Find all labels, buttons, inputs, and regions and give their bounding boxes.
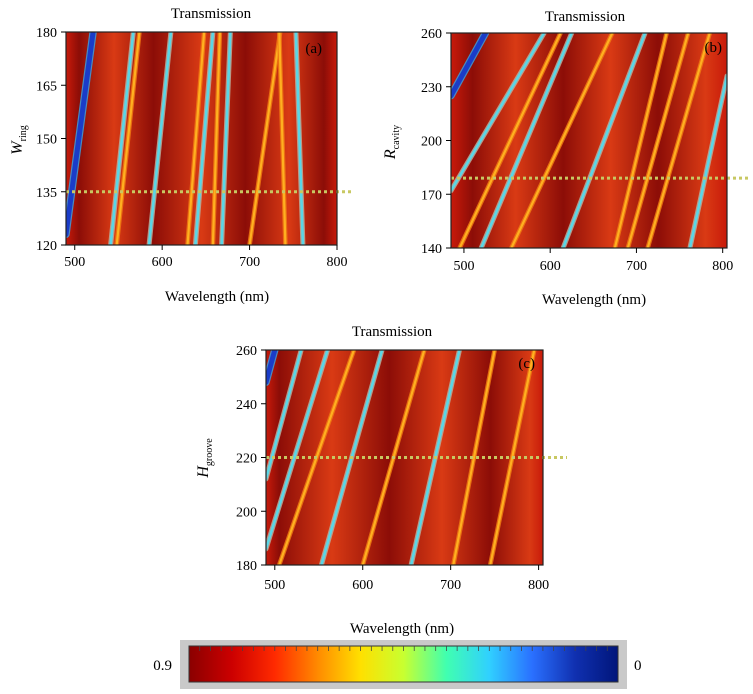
resonance-line bbox=[186, 32, 206, 245]
y-tick-label: 200 bbox=[421, 135, 442, 150]
panel-c-y-label-sub: groove bbox=[204, 438, 215, 466]
resonance-line bbox=[211, 32, 221, 245]
panel-a-y-label: Wring bbox=[9, 125, 29, 154]
resonance-line bbox=[248, 32, 282, 245]
panel-c-x-axis: 500 600 700 800 bbox=[264, 565, 549, 593]
y-tick-label: 140 bbox=[421, 242, 442, 257]
resonance-line bbox=[451, 33, 488, 99]
resonance-line bbox=[266, 350, 278, 385]
x-tick-label: 500 bbox=[453, 259, 474, 274]
y-tick-label: 220 bbox=[236, 452, 257, 467]
resonance-line bbox=[194, 32, 215, 245]
y-tick-label: 170 bbox=[421, 188, 442, 203]
resonance-line bbox=[266, 350, 303, 481]
resonance-line bbox=[626, 33, 690, 248]
resonance-line bbox=[613, 33, 668, 248]
panel-a-resonance-lines bbox=[66, 32, 306, 245]
panel-b-y-label-sub: cavity bbox=[391, 125, 402, 149]
resonance-line bbox=[452, 350, 496, 565]
colorbar: Wavelength (nm) 0.9 0 bbox=[153, 621, 642, 689]
panel-a-title: Transmission bbox=[171, 6, 252, 22]
x-tick-label: 500 bbox=[64, 255, 85, 270]
panel-b-y-label-main: R bbox=[382, 149, 399, 160]
panel-a-y-label-sub: ring bbox=[18, 125, 29, 141]
x-tick-label: 700 bbox=[440, 578, 461, 593]
y-tick-label: 135 bbox=[36, 186, 57, 201]
x-tick-label: 600 bbox=[540, 259, 561, 274]
x-tick-label: 700 bbox=[626, 259, 647, 274]
y-tick-label: 150 bbox=[36, 133, 57, 148]
x-tick-label: 700 bbox=[239, 255, 260, 270]
y-tick-label: 230 bbox=[421, 81, 442, 96]
panel-b-resonance-lines bbox=[451, 33, 727, 248]
y-tick-label: 180 bbox=[36, 26, 57, 41]
panel-a-heatmap bbox=[65, 31, 354, 246]
resonance-line bbox=[561, 33, 647, 248]
panel-b-y-label: Rcavity bbox=[382, 125, 402, 160]
panel-b-x-label: Wavelength (nm) bbox=[542, 292, 646, 308]
resonance-line bbox=[479, 33, 574, 248]
resonance-line bbox=[278, 32, 287, 245]
resonance-line bbox=[266, 350, 329, 551]
panel-c-y-label: Hgroove bbox=[195, 438, 215, 479]
panel-a-y-label-main: W bbox=[9, 140, 26, 155]
colorbar-gradient bbox=[188, 645, 619, 683]
x-tick-label: 800 bbox=[327, 255, 348, 270]
x-tick-label: 600 bbox=[152, 255, 173, 270]
colorbar-label: Wavelength (nm) bbox=[350, 621, 454, 637]
resonance-line bbox=[109, 32, 135, 245]
y-tick-label: 240 bbox=[236, 398, 257, 413]
y-tick-label: 180 bbox=[236, 559, 257, 574]
panel-a-y-axis: 120 135 150 165 180 bbox=[36, 26, 66, 254]
y-tick-label: 165 bbox=[36, 79, 57, 94]
colorbar-min-label: 0.9 bbox=[153, 658, 172, 674]
resonance-line bbox=[688, 74, 727, 248]
resonance-line bbox=[147, 32, 173, 245]
colorbar-max-label: 0 bbox=[634, 658, 642, 674]
panel-a-label: (a) bbox=[305, 41, 322, 57]
resonance-line bbox=[510, 33, 614, 248]
panel-c-heatmap bbox=[265, 349, 567, 566]
panel-b-x-axis: 500 600 700 800 bbox=[453, 248, 733, 274]
panel-c-label: (c) bbox=[518, 356, 535, 372]
resonance-line bbox=[294, 32, 305, 245]
panel-b-title: Transmission bbox=[545, 9, 626, 25]
panel-b: Transmission (b) 500 600 700 800 140 170 200 2… bbox=[382, 9, 748, 308]
panel-a: Transmission (a) 500 600 700 800 1201351501… bbox=[9, 6, 354, 305]
x-tick-label: 800 bbox=[712, 259, 733, 274]
resonance-line bbox=[451, 33, 546, 192]
panel-a-x-axis: 500 600 700 800 bbox=[64, 245, 348, 270]
resonance-line bbox=[115, 32, 141, 245]
resonance-line bbox=[220, 32, 232, 245]
panel-b-label: (b) bbox=[705, 40, 723, 56]
panel-b-y-axis: 140 170 200 230 260 bbox=[421, 27, 451, 257]
resonance-line bbox=[66, 32, 96, 237]
panel-b-heatmap bbox=[450, 32, 748, 249]
resonance-line bbox=[646, 33, 711, 248]
y-tick-label: 260 bbox=[421, 27, 442, 42]
colorbar-ticks bbox=[199, 646, 608, 651]
panel-c-title: Transmission bbox=[352, 324, 433, 340]
panel-c-y-label-main: H bbox=[195, 465, 212, 479]
panel-c-y-axis: 180 200 220 240 260 bbox=[236, 344, 266, 574]
panel-c: Transmission (c) 500 600 700 800 180 200 220 2… bbox=[195, 324, 567, 593]
x-tick-label: 600 bbox=[352, 578, 373, 593]
y-tick-label: 200 bbox=[236, 505, 257, 520]
resonance-line bbox=[458, 33, 562, 248]
y-tick-label: 260 bbox=[236, 344, 257, 359]
x-tick-label: 500 bbox=[264, 578, 285, 593]
x-tick-label: 800 bbox=[528, 578, 549, 593]
panel-a-x-label: Wavelength (nm) bbox=[165, 289, 269, 305]
y-tick-label: 120 bbox=[36, 239, 57, 254]
